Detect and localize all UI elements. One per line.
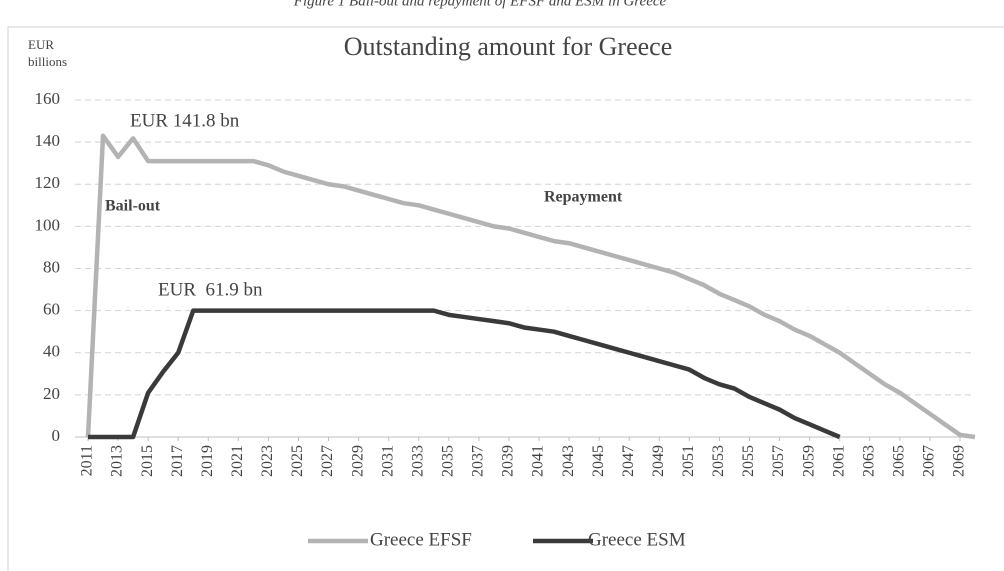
y-axis-label: billions (28, 54, 67, 69)
y-tick-label: 160 (35, 89, 61, 108)
x-tick-label: 2019 (199, 445, 216, 477)
x-tick-label: 2061 (830, 445, 847, 477)
chart-title: Outstanding amount for Greece (344, 32, 673, 61)
x-tick-label: 2025 (289, 445, 306, 477)
x-tick-label: 2033 (409, 445, 426, 477)
y-tick-label: 80 (43, 257, 60, 276)
x-tick-label: 2011 (79, 445, 96, 476)
x-tick-label: 2021 (229, 445, 246, 477)
x-tick-label: 2055 (740, 445, 757, 477)
x-tick-label: 2049 (650, 445, 667, 477)
legend-label: Greece EFSF (370, 529, 472, 550)
y-tick-label: 40 (43, 342, 60, 361)
x-tick-label: 2041 (530, 445, 547, 477)
x-tick-label: 2039 (500, 445, 517, 477)
x-tick-label: 2037 (470, 445, 487, 477)
legend-label: Greece ESM (588, 529, 686, 550)
y-tick-label: 20 (43, 384, 60, 403)
series-line (85, 133, 976, 440)
x-tick-label: 2057 (770, 445, 787, 477)
y-tick-label: 120 (35, 173, 61, 192)
x-tick-label: 2031 (379, 445, 396, 477)
x-tick-label: 2047 (620, 445, 637, 477)
annotation: EUR 61.9 bn (158, 279, 263, 300)
x-tick-label: 2067 (921, 445, 938, 477)
x-tick-label: 2063 (860, 445, 877, 477)
x-tick-label: 2013 (109, 445, 126, 477)
x-tick-label: 2065 (891, 445, 908, 477)
y-tick-label: 0 (52, 426, 61, 445)
y-tick-label: 140 (35, 131, 61, 150)
x-tick-label: 2029 (349, 445, 366, 477)
y-tick-label: 60 (43, 300, 60, 319)
x-tick-label: 2015 (139, 445, 156, 477)
x-tick-label: 2035 (439, 445, 456, 477)
chart-frame (7, 26, 1004, 571)
series-line (88, 308, 841, 440)
x-tick-label: 2059 (800, 445, 817, 477)
x-tick-label: 2069 (951, 445, 968, 477)
x-tick-label: 2045 (590, 445, 607, 477)
annotation: Bail-out (105, 198, 161, 215)
x-tick-label: 2043 (560, 445, 577, 477)
x-tick-label: 2017 (169, 445, 186, 477)
y-tick-label: 100 (35, 215, 61, 234)
annotation: EUR 141.8 bn (130, 110, 240, 131)
figure-caption: Figure 1 Bail-out and repayment of EFSF … (293, 0, 667, 9)
annotation: Repayment (544, 189, 623, 206)
x-tick-label: 2053 (710, 445, 727, 477)
y-axis-label: EUR (28, 37, 54, 52)
x-tick-label: 2051 (680, 445, 697, 477)
x-tick-label: 2027 (319, 445, 336, 477)
x-tick-label: 2023 (259, 445, 276, 477)
